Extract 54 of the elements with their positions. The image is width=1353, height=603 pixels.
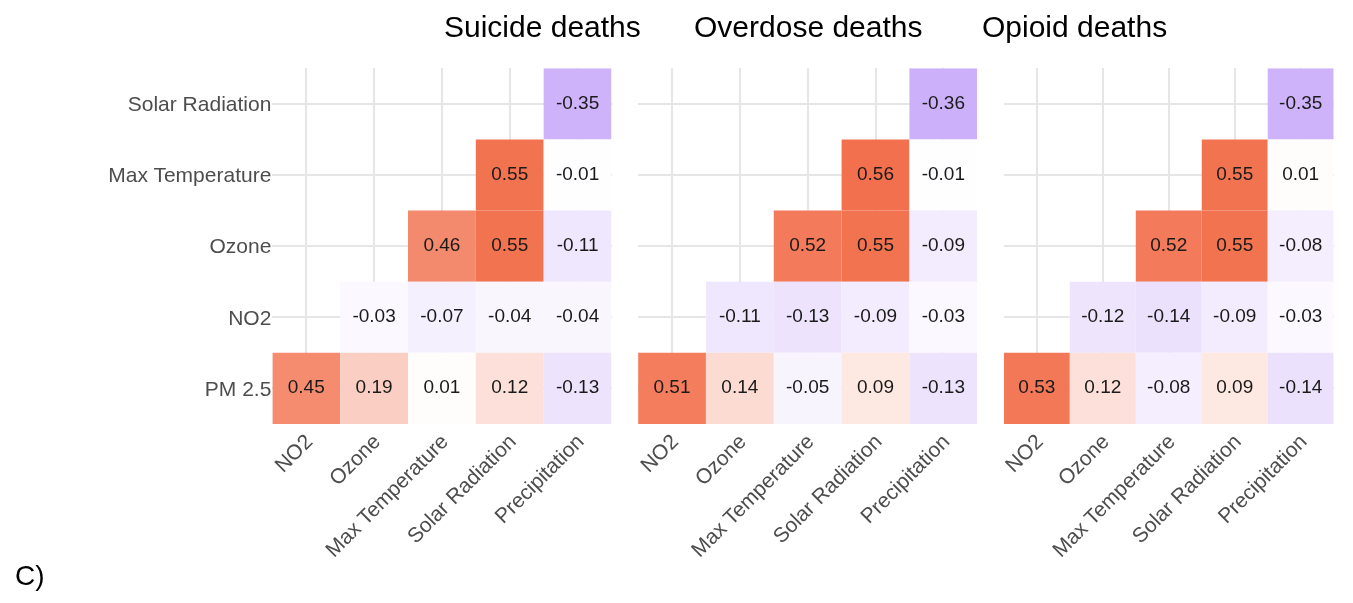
data-label: -0.05 xyxy=(786,376,830,398)
data-label: -0.11 xyxy=(718,304,761,326)
data-label: 0.12 xyxy=(1084,376,1122,398)
chart-title: Suicide deaths xyxy=(444,10,641,43)
data-label: 0.55 xyxy=(857,233,894,255)
data-label: 0.01 xyxy=(1282,162,1320,184)
data-label: 0.45 xyxy=(287,376,325,398)
data-label: -0.03 xyxy=(921,304,965,326)
data-label: -0.13 xyxy=(555,376,600,398)
y-tick-label: Max Temperature xyxy=(108,163,272,187)
data-label: 0.09 xyxy=(857,376,894,398)
data-label: -0.01 xyxy=(555,162,600,184)
data-label: -0.03 xyxy=(352,304,396,326)
data-label: -0.12 xyxy=(1081,304,1125,326)
data-label: 0.53 xyxy=(1018,376,1056,398)
data-label: 0.19 xyxy=(355,376,393,398)
data-label: -0.03 xyxy=(1279,304,1323,326)
y-tick-label: Ozone xyxy=(209,234,272,258)
data-label: -0.04 xyxy=(555,304,600,326)
data-label: 0.12 xyxy=(491,376,529,398)
data-label: -0.14 xyxy=(1147,304,1191,326)
y-tick-label: PM 2.5 xyxy=(204,376,272,400)
data-label: -0.07 xyxy=(420,304,464,326)
chart-title: Overdose deaths xyxy=(694,10,923,43)
data-label: -0.09 xyxy=(1213,304,1257,326)
data-label: -0.01 xyxy=(921,162,965,184)
data-label: 0.52 xyxy=(789,233,827,255)
data-label: 0.01 xyxy=(423,376,461,398)
data-label: 0.55 xyxy=(491,162,529,184)
data-label: 0.52 xyxy=(1150,233,1188,255)
data-label: 0.46 xyxy=(423,233,461,255)
data-label: -0.35 xyxy=(555,91,600,113)
data-label: 0.56 xyxy=(857,162,894,184)
data-label: -0.08 xyxy=(1147,376,1191,398)
y-tick-label: NO2 xyxy=(228,305,272,329)
data-label: -0.14 xyxy=(1279,376,1323,398)
data-label: -0.08 xyxy=(1279,233,1323,255)
text: C) xyxy=(15,560,45,591)
data-label: 0.55 xyxy=(491,233,529,255)
data-label: -0.11 xyxy=(556,233,599,255)
data-label: 0.51 xyxy=(653,376,691,398)
data-label: 0.09 xyxy=(1216,376,1254,398)
chart-title: Opioid deaths xyxy=(982,10,1168,43)
data-label: -0.13 xyxy=(921,376,965,398)
data-label: 0.55 xyxy=(1216,233,1254,255)
data-label: -0.09 xyxy=(921,233,965,255)
data-label: -0.09 xyxy=(853,304,898,326)
data-label: 0.14 xyxy=(721,376,759,398)
data-label: -0.36 xyxy=(921,91,965,113)
data-label: -0.04 xyxy=(488,304,532,326)
data-label: -0.13 xyxy=(786,304,830,326)
y-tick-label: Solar Radiation xyxy=(127,92,272,116)
data-label: -0.35 xyxy=(1279,91,1323,113)
data-label: 0.55 xyxy=(1216,162,1254,184)
